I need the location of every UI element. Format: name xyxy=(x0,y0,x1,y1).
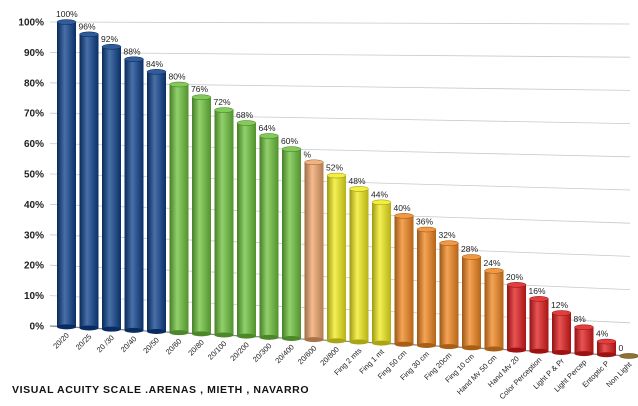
x-tick-label: 20/300 xyxy=(251,341,274,364)
data-label: 36% xyxy=(416,216,433,226)
x-tick-label: 20/20 xyxy=(51,331,71,351)
x-tick-label: 20/40 xyxy=(119,334,139,354)
data-label: 72% xyxy=(214,97,231,107)
data-label: 100% xyxy=(56,9,78,19)
y-tick-label: 20% xyxy=(24,261,44,272)
data-label: 64% xyxy=(259,123,276,133)
gridline xyxy=(49,82,631,91)
x-tick-label: 20/400 xyxy=(273,343,296,366)
data-label: 60% xyxy=(281,136,298,146)
x-tick-label: 20/200 xyxy=(228,340,251,363)
bars xyxy=(56,19,638,359)
x-tick-label: 20/60 xyxy=(164,337,184,357)
y-tick-label: 80% xyxy=(24,78,44,89)
bar xyxy=(304,159,324,343)
data-label: % xyxy=(304,149,312,159)
data-label: 0 xyxy=(619,343,624,353)
bar xyxy=(236,120,257,339)
chart-title: VISUAL ACUITY SCALE .ARENAS , MIETH , NA… xyxy=(12,384,309,396)
bar xyxy=(124,56,144,333)
y-tick-label: 30% xyxy=(24,230,44,241)
data-label: 8% xyxy=(574,314,587,324)
bar xyxy=(169,81,189,336)
y-tick-label: 40% xyxy=(24,200,44,211)
bar xyxy=(439,240,459,350)
x-tick-label: 20 /30 xyxy=(95,333,116,354)
bar xyxy=(56,19,77,330)
data-label: 20% xyxy=(506,272,523,282)
x-tick-label: 20/80 xyxy=(186,338,206,358)
bar xyxy=(484,268,504,352)
bar xyxy=(281,146,302,341)
gridline xyxy=(49,112,631,124)
bar xyxy=(191,94,212,337)
data-label: 88% xyxy=(124,46,141,56)
data-label: 44% xyxy=(371,189,388,199)
bar xyxy=(416,226,437,348)
gridline xyxy=(49,52,631,58)
y-tick-label: 100% xyxy=(18,18,44,29)
x-tick-label: 20/800 xyxy=(318,345,341,368)
bar xyxy=(619,353,638,359)
bar xyxy=(371,199,392,346)
data-label: 48% xyxy=(349,176,366,186)
data-label: 96% xyxy=(79,21,96,31)
y-tick-label: 0% xyxy=(30,322,45,333)
bar xyxy=(214,107,234,338)
y-tick-label: 90% xyxy=(24,48,44,59)
gridline xyxy=(49,143,631,158)
data-label: 84% xyxy=(146,59,163,69)
y-axis-ticks: 0% 10% 20% 30% 40% 50% 60% 70% 80% 90% 100% xyxy=(18,18,44,333)
x-tick-label: 20/50 xyxy=(141,336,161,356)
data-label: 68% xyxy=(236,110,253,120)
data-label: 32% xyxy=(439,230,456,240)
data-label: 28% xyxy=(461,244,478,254)
y-tick-label: 70% xyxy=(24,109,44,120)
bar xyxy=(596,338,617,358)
data-label: 12% xyxy=(551,300,568,310)
bar xyxy=(326,172,347,344)
gridline xyxy=(49,21,631,25)
bar xyxy=(461,254,482,351)
data-label: 52% xyxy=(326,163,343,173)
data-label: 80% xyxy=(169,71,186,81)
y-tick-label: 60% xyxy=(24,139,44,150)
bar xyxy=(506,282,527,353)
data-label: 76% xyxy=(191,84,208,94)
data-label: 16% xyxy=(529,286,546,296)
bar xyxy=(101,44,122,332)
bar xyxy=(551,310,572,355)
data-label: 92% xyxy=(101,34,118,44)
bar xyxy=(146,69,167,335)
data-label: 24% xyxy=(484,258,501,268)
bar xyxy=(79,31,99,331)
x-tick-label: 20/25 xyxy=(74,332,94,352)
bar xyxy=(529,296,549,354)
bar xyxy=(349,186,369,345)
y-tick-label: 50% xyxy=(24,170,44,181)
bar xyxy=(259,133,279,340)
bar xyxy=(574,324,594,357)
data-label: 40% xyxy=(394,203,411,213)
x-tick-label: 20/600 xyxy=(296,344,319,367)
data-label: 4% xyxy=(596,329,609,339)
x-tick-label: 20/100 xyxy=(206,339,229,362)
data-labels: 100%96% 92% 88% 84% 80% 76% 72% 68% 64% 60%% 52% 48… xyxy=(56,9,624,353)
bar xyxy=(394,213,414,347)
y-tick-label: 10% xyxy=(24,291,44,302)
